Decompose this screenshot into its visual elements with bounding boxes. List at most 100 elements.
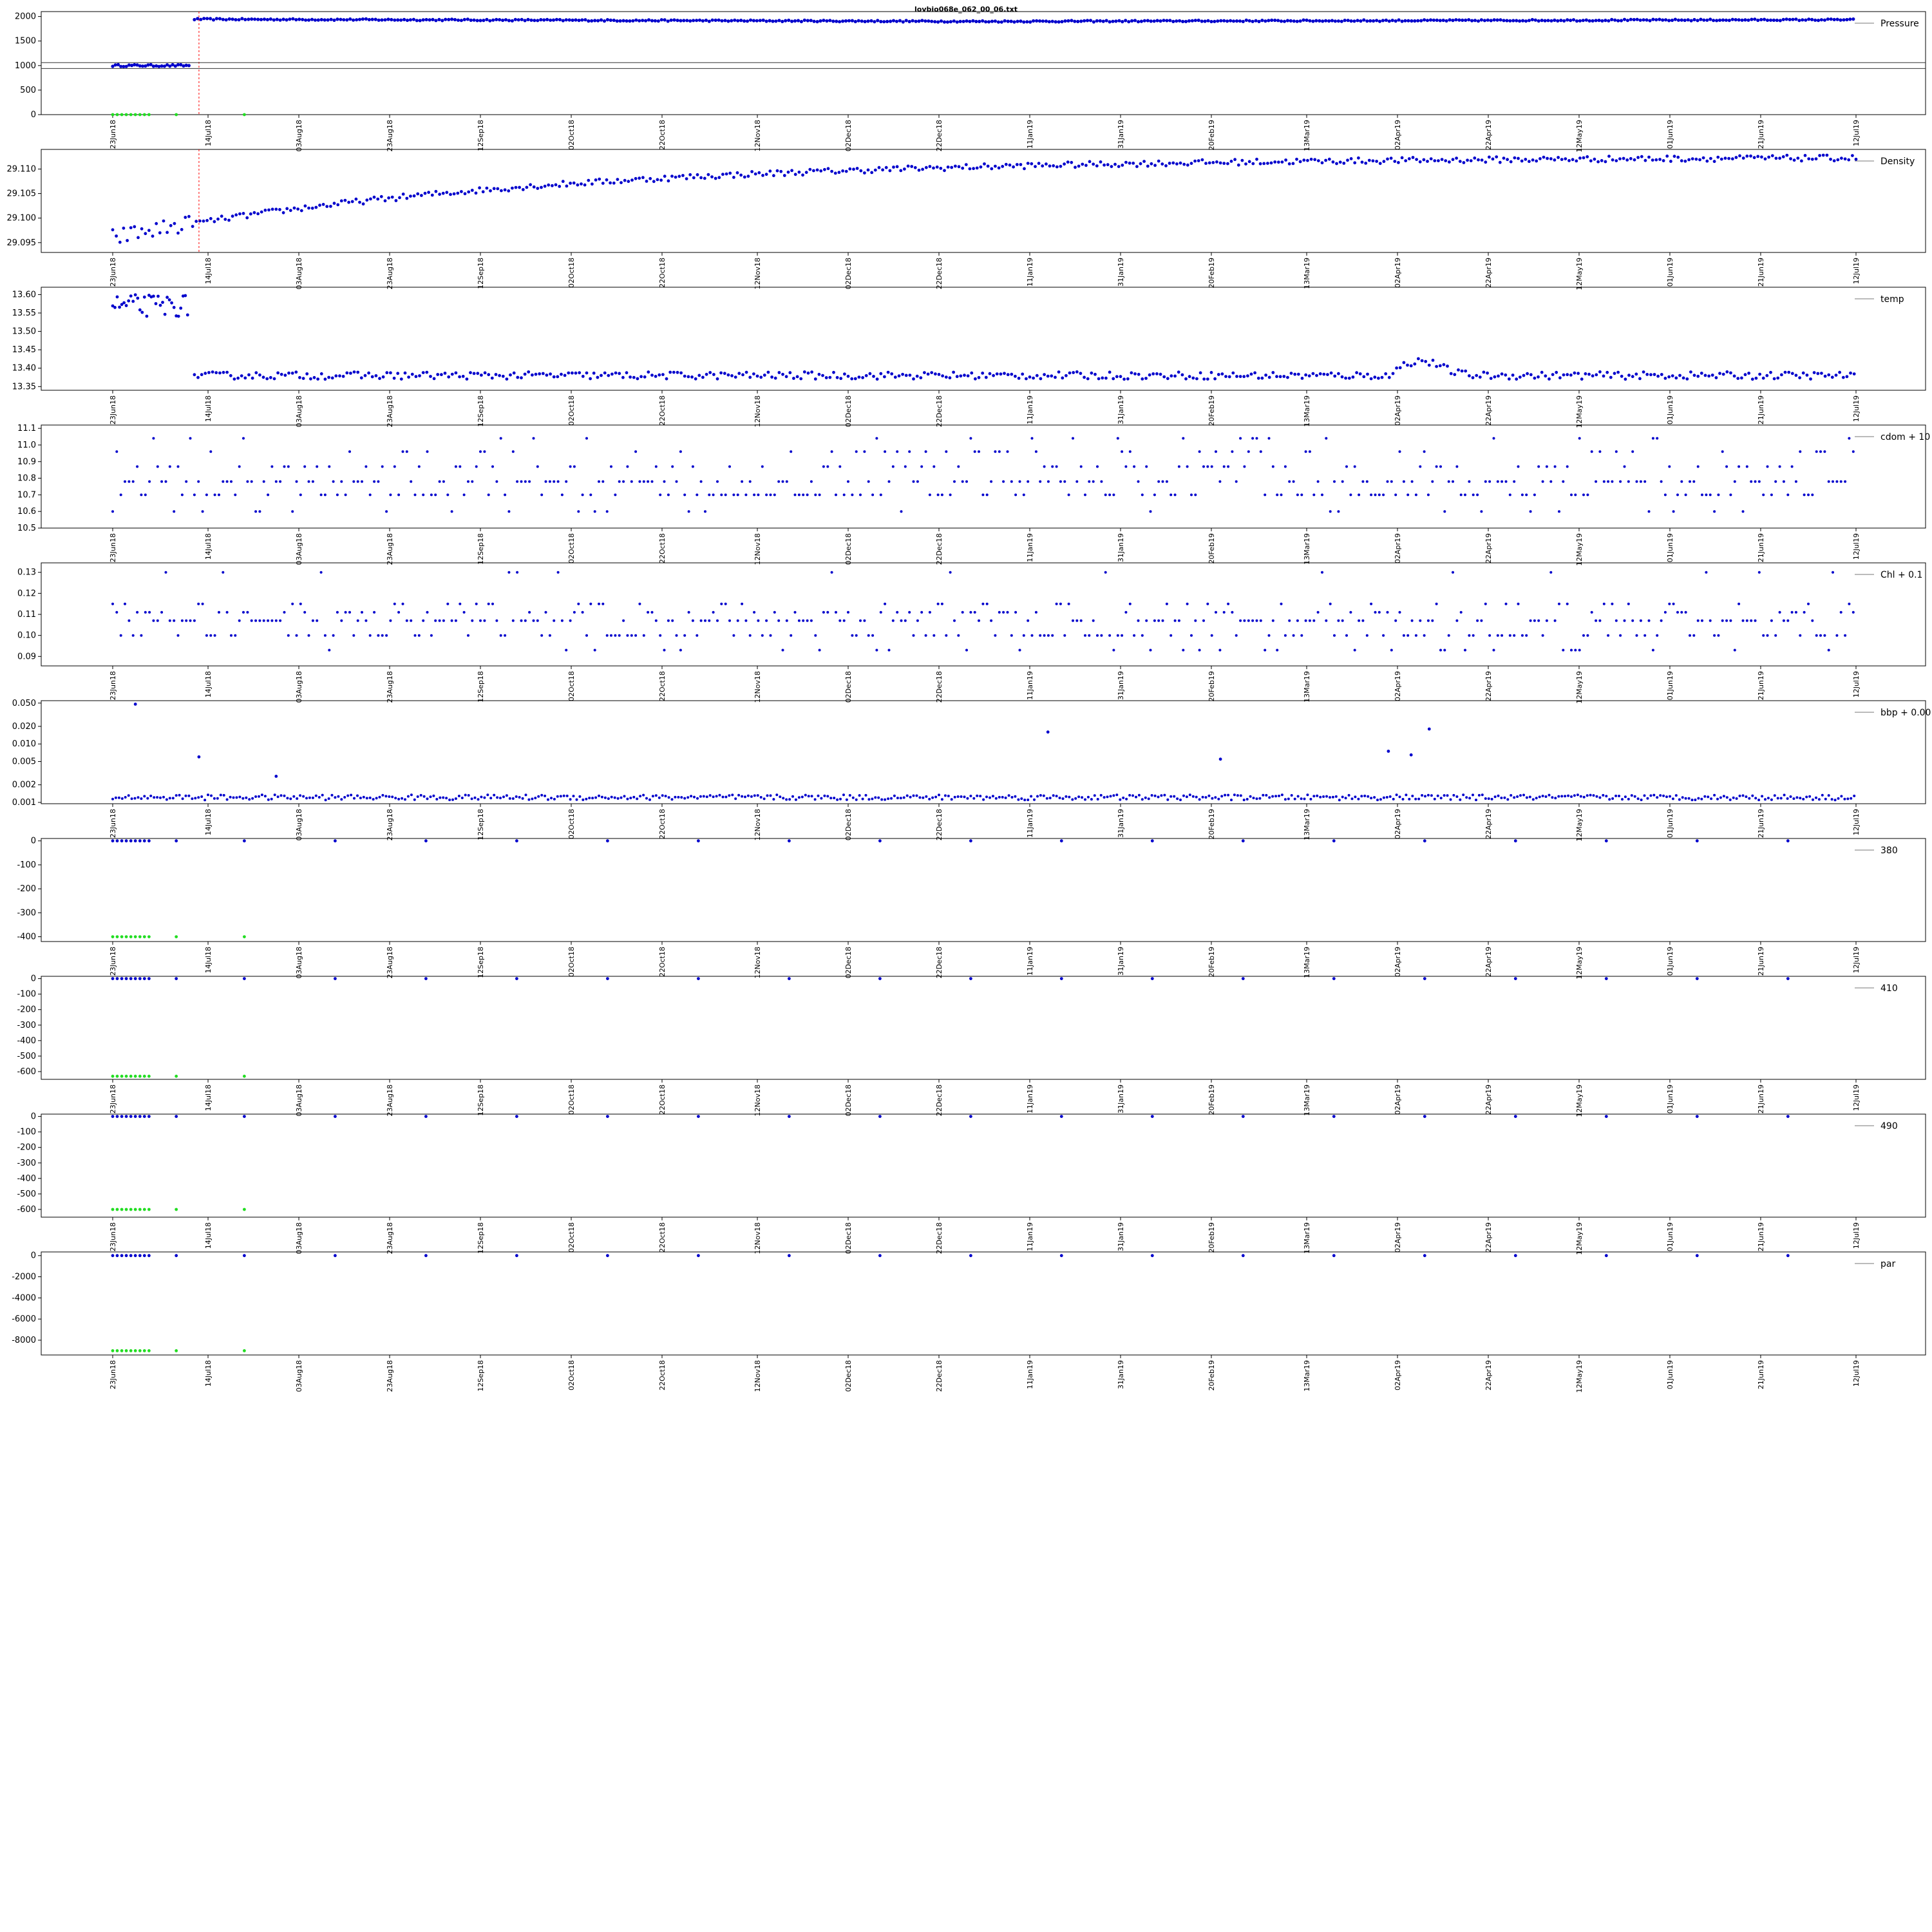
data-point	[467, 794, 470, 797]
data-point	[1638, 18, 1642, 22]
data-point	[225, 480, 229, 483]
data-point	[704, 510, 706, 513]
data-point	[1170, 374, 1173, 378]
data-point	[1176, 797, 1179, 800]
data-point	[616, 178, 620, 181]
data-point	[1500, 372, 1504, 376]
data-point	[120, 977, 124, 980]
data-point	[1099, 160, 1103, 164]
data-point	[227, 17, 231, 21]
data-point	[1193, 19, 1197, 23]
data-point	[1110, 165, 1113, 168]
flag-point	[133, 1349, 137, 1352]
data-point	[589, 493, 592, 497]
data-point	[1217, 373, 1220, 376]
data-point	[1725, 619, 1728, 622]
data-point	[515, 795, 518, 798]
data-point	[138, 977, 142, 980]
data-point	[1454, 18, 1458, 22]
data-point	[1632, 17, 1636, 22]
data-point	[1166, 798, 1170, 801]
data-point	[1783, 793, 1786, 797]
x-tick-label: 14Jul18	[204, 1360, 213, 1387]
data-point	[642, 634, 645, 637]
data-point	[291, 17, 295, 21]
data-point	[1292, 480, 1295, 483]
data-point	[1201, 795, 1204, 799]
data-point	[451, 798, 454, 801]
data-point	[1043, 634, 1046, 637]
flag-point	[243, 1074, 246, 1078]
data-point	[1807, 17, 1811, 21]
data-point	[1850, 797, 1853, 800]
data-point	[777, 19, 781, 23]
data-point	[605, 18, 610, 22]
data-point	[435, 798, 439, 800]
data-point	[1395, 793, 1398, 797]
x-tick-label: 20Feb19	[1208, 947, 1216, 977]
data-point	[166, 231, 169, 234]
data-point	[1684, 797, 1687, 800]
x-tick-label: 31Jan19	[1117, 1222, 1125, 1251]
data-point	[745, 19, 750, 23]
data-point	[554, 183, 558, 187]
data-point	[1656, 374, 1660, 378]
data-point	[769, 794, 772, 797]
x-tick-label: 21Jun19	[1757, 1222, 1765, 1251]
data-point	[1631, 619, 1634, 622]
data-point	[920, 611, 923, 614]
data-point	[914, 19, 918, 23]
data-point	[447, 17, 451, 21]
data-point	[603, 371, 607, 375]
data-point	[1070, 19, 1074, 23]
data-point	[1184, 19, 1188, 23]
data-point	[1030, 437, 1034, 440]
data-point	[766, 370, 770, 374]
data-point	[173, 222, 176, 225]
flag-point	[175, 935, 178, 938]
data-point	[430, 634, 433, 637]
data-point	[1331, 795, 1334, 799]
data-point	[283, 611, 286, 614]
data-point	[359, 797, 362, 800]
data-point	[1810, 17, 1814, 21]
x-tick-label: 22Oct18	[658, 120, 667, 150]
data-point	[499, 797, 502, 800]
data-point	[1059, 480, 1062, 483]
data-point	[675, 480, 678, 483]
data-point	[1128, 161, 1132, 165]
data-point	[926, 372, 930, 376]
data-point	[1665, 795, 1668, 799]
flag-point	[175, 1349, 178, 1352]
data-point	[373, 611, 376, 614]
data-point	[691, 619, 694, 622]
data-point	[1141, 493, 1144, 497]
data-point	[1548, 377, 1551, 381]
data-point	[1419, 465, 1422, 468]
data-point	[1517, 156, 1520, 160]
data-point	[1010, 796, 1014, 799]
flag-point	[142, 935, 146, 938]
data-point	[573, 465, 576, 468]
data-point	[1413, 19, 1417, 23]
data-point	[144, 611, 147, 614]
y-tick-label: 10.6	[17, 507, 36, 516]
data-point	[667, 796, 670, 799]
data-point	[1509, 160, 1513, 164]
data-point	[949, 571, 952, 574]
data-point	[671, 465, 674, 468]
data-point	[724, 795, 728, 799]
data-point	[859, 493, 862, 497]
data-point	[1750, 480, 1753, 483]
data-point	[344, 611, 347, 614]
data-point	[1786, 839, 1790, 843]
y-tick-label: 1500	[15, 37, 36, 46]
data-point	[1309, 797, 1312, 800]
data-point	[1738, 465, 1741, 468]
data-point	[365, 465, 368, 468]
data-point	[1039, 634, 1042, 637]
data-point	[1264, 19, 1267, 23]
data-point	[1173, 493, 1177, 497]
data-point	[1168, 19, 1172, 23]
y-tick-label: -200	[17, 1143, 36, 1153]
